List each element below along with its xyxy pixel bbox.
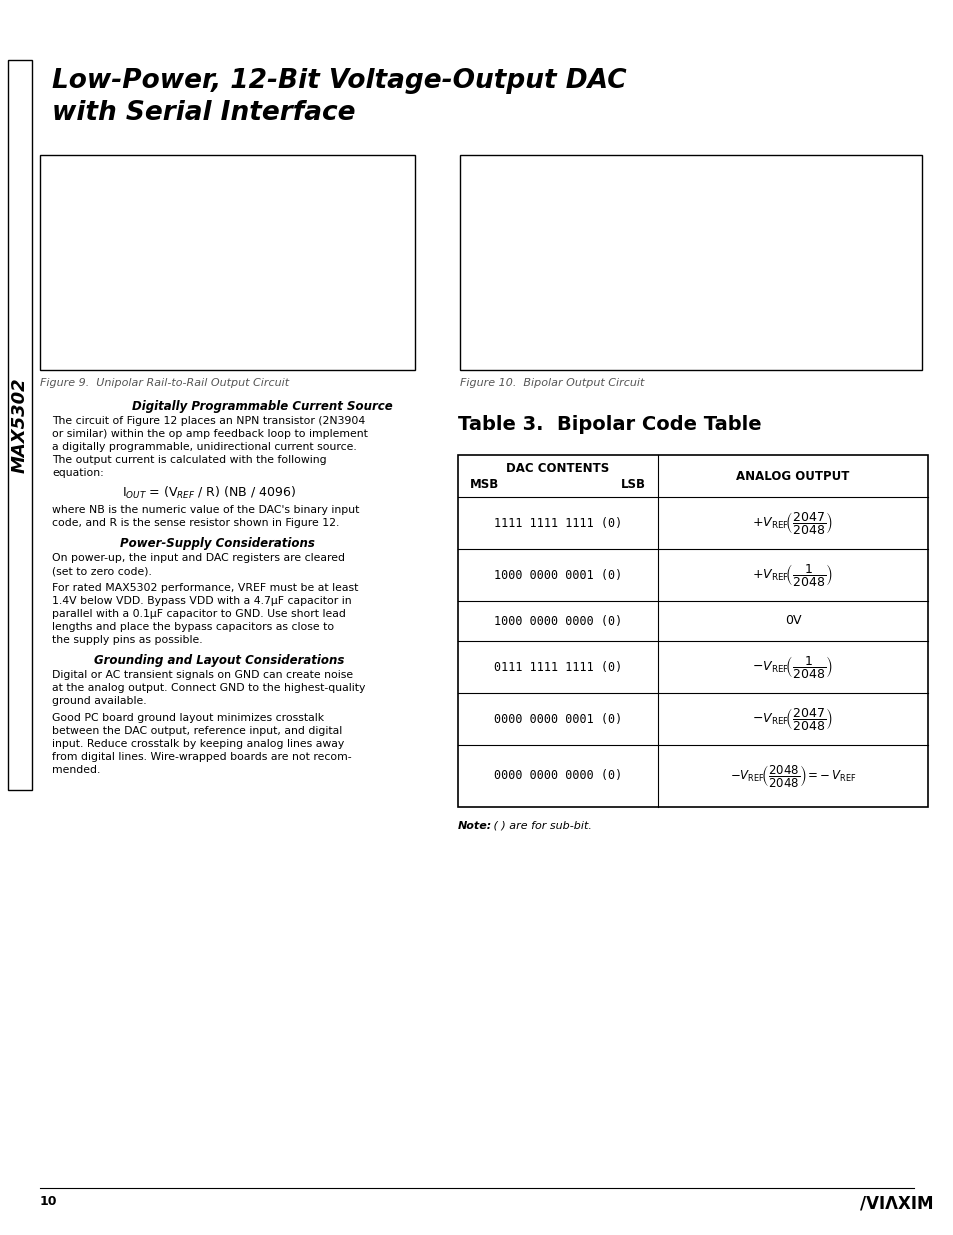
Text: $-V_{\rm REF}\!\left(\dfrac{1}{2048}\right)$: $-V_{\rm REF}\!\left(\dfrac{1}{2048}\rig…: [752, 655, 833, 680]
Text: MAX5302: MAX5302: [11, 377, 29, 473]
Text: Grounding and Layout Considerations: Grounding and Layout Considerations: [94, 655, 344, 667]
Text: 1000 0000 0000 (0): 1000 0000 0000 (0): [494, 615, 621, 627]
Text: 0000 0000 0001 (0): 0000 0000 0001 (0): [494, 713, 621, 725]
Text: equation:: equation:: [52, 468, 104, 478]
Text: code, and R is the sense resistor shown in Figure 12.: code, and R is the sense resistor shown …: [52, 517, 339, 529]
Text: MSB: MSB: [470, 478, 498, 490]
Text: lengths and place the bypass capacitors as close to: lengths and place the bypass capacitors …: [52, 622, 334, 632]
Text: Table 3.  Bipolar Code Table: Table 3. Bipolar Code Table: [457, 415, 760, 433]
Text: the supply pins as possible.: the supply pins as possible.: [52, 635, 202, 645]
Text: at the analog output. Connect GND to the highest-quality: at the analog output. Connect GND to the…: [52, 683, 365, 693]
Text: $-V_{\rm REF}\!\left(\dfrac{2048}{2048}\right)\!=\!-V_{\rm REF}$: $-V_{\rm REF}\!\left(\dfrac{2048}{2048}\…: [729, 763, 856, 789]
Text: 0000 0000 0000 (0): 0000 0000 0000 (0): [494, 769, 621, 783]
Text: or similar) within the op amp feedback loop to implement: or similar) within the op amp feedback l…: [52, 429, 368, 438]
Text: The circuit of Figure 12 places an NPN transistor (2N3904: The circuit of Figure 12 places an NPN t…: [52, 416, 365, 426]
Text: (set to zero code).: (set to zero code).: [52, 566, 152, 576]
Text: ( ) are for sub-bit.: ( ) are for sub-bit.: [490, 821, 591, 831]
Text: where NB is the numeric value of the DAC's binary input: where NB is the numeric value of the DAC…: [52, 505, 359, 515]
Text: The output current is calculated with the following: The output current is calculated with th…: [52, 454, 326, 466]
Text: 1111 1111 1111 (0): 1111 1111 1111 (0): [494, 516, 621, 530]
Text: input. Reduce crosstalk by keeping analog lines away: input. Reduce crosstalk by keeping analo…: [52, 739, 344, 748]
Text: ground available.: ground available.: [52, 697, 147, 706]
Text: Good PC board ground layout minimizes crosstalk: Good PC board ground layout minimizes cr…: [52, 713, 324, 722]
Text: 10: 10: [40, 1195, 57, 1208]
Text: Power-Supply Considerations: Power-Supply Considerations: [120, 537, 314, 550]
Text: Low-Power, 12-Bit Voltage-Output DAC: Low-Power, 12-Bit Voltage-Output DAC: [52, 68, 626, 94]
Text: with Serial Interface: with Serial Interface: [52, 100, 355, 126]
Text: /VIΛXIM: /VIΛXIM: [859, 1195, 933, 1213]
Text: $+V_{\rm REF}\!\left(\dfrac{2047}{2048}\right)$: $+V_{\rm REF}\!\left(\dfrac{2047}{2048}\…: [752, 510, 833, 536]
Text: from digital lines. Wire-wrapped boards are not recom-: from digital lines. Wire-wrapped boards …: [52, 752, 352, 762]
Bar: [457, 454, 927, 806]
Bar: [8, 61, 32, 790]
Text: LSB: LSB: [620, 478, 645, 490]
Text: 1000 0000 0001 (0): 1000 0000 0001 (0): [494, 568, 621, 582]
Text: $+V_{\rm REF}\!\left(\dfrac{1}{2048}\right)$: $+V_{\rm REF}\!\left(\dfrac{1}{2048}\rig…: [752, 562, 833, 588]
Text: DAC CONTENTS: DAC CONTENTS: [506, 462, 609, 474]
Text: between the DAC output, reference input, and digital: between the DAC output, reference input,…: [52, 726, 342, 736]
Text: Digital or AC transient signals on GND can create noise: Digital or AC transient signals on GND c…: [52, 671, 353, 680]
Text: 0V: 0V: [784, 615, 801, 627]
Text: mended.: mended.: [52, 764, 100, 776]
Text: 0111 1111 1111 (0): 0111 1111 1111 (0): [494, 661, 621, 673]
Text: Digitally Programmable Current Source: Digitally Programmable Current Source: [132, 400, 393, 412]
Text: 1.4V below VDD. Bypass VDD with a 4.7μF capacitor in: 1.4V below VDD. Bypass VDD with a 4.7μF …: [52, 597, 352, 606]
Bar: [459, 156, 921, 370]
Text: $-V_{\rm REF}\!\left(\dfrac{2047}{2048}\right)$: $-V_{\rm REF}\!\left(\dfrac{2047}{2048}\…: [752, 706, 833, 732]
Text: parallel with a 0.1μF capacitor to GND. Use short lead: parallel with a 0.1μF capacitor to GND. …: [52, 609, 346, 619]
Text: Figure 9.  Unipolar Rail-to-Rail Output Circuit: Figure 9. Unipolar Rail-to-Rail Output C…: [40, 378, 289, 388]
Text: For rated MAX5302 performance, VREF must be at least: For rated MAX5302 performance, VREF must…: [52, 583, 358, 593]
Text: I$_{OUT}$ = (V$_{REF}$ / R) (NB / 4096): I$_{OUT}$ = (V$_{REF}$ / R) (NB / 4096): [122, 485, 295, 501]
Text: Note:: Note:: [457, 821, 492, 831]
Bar: [40, 156, 415, 370]
Text: On power-up, the input and DAC registers are cleared: On power-up, the input and DAC registers…: [52, 553, 345, 563]
Text: a digitally programmable, unidirectional current source.: a digitally programmable, unidirectional…: [52, 442, 356, 452]
Text: ANALOG OUTPUT: ANALOG OUTPUT: [736, 469, 849, 483]
Text: Figure 10.  Bipolar Output Circuit: Figure 10. Bipolar Output Circuit: [459, 378, 643, 388]
